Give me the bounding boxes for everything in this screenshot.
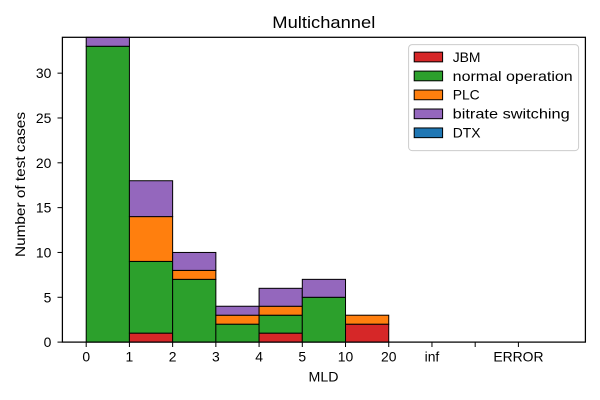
svg-text:5: 5: [44, 289, 52, 305]
svg-text:1: 1: [126, 349, 134, 365]
svg-text:JBM: JBM: [453, 49, 481, 65]
svg-text:ERROR: ERROR: [493, 349, 543, 365]
svg-text:25: 25: [36, 110, 52, 126]
svg-text:Multichannel: Multichannel: [272, 13, 375, 32]
svg-text:10: 10: [338, 349, 354, 365]
svg-text:3: 3: [212, 349, 220, 365]
svg-text:PLC: PLC: [453, 87, 480, 103]
svg-text:10: 10: [36, 244, 52, 260]
svg-text:5: 5: [298, 349, 306, 365]
svg-text:normal operation: normal operation: [453, 68, 573, 84]
svg-text:MLD: MLD: [309, 369, 339, 385]
svg-text:20: 20: [381, 349, 397, 365]
svg-text:0: 0: [82, 349, 90, 365]
svg-text:0: 0: [44, 334, 52, 350]
svg-text:20: 20: [36, 155, 52, 171]
svg-text:15: 15: [36, 200, 52, 216]
svg-text:DTX: DTX: [453, 125, 481, 141]
svg-text:30: 30: [36, 65, 52, 81]
svg-text:Number of test cases: Number of test cases: [12, 112, 28, 257]
svg-text:inf: inf: [425, 349, 440, 365]
svg-text:4: 4: [255, 349, 263, 365]
svg-text:2: 2: [169, 349, 177, 365]
svg-text:bitrate switching: bitrate switching: [453, 106, 570, 122]
